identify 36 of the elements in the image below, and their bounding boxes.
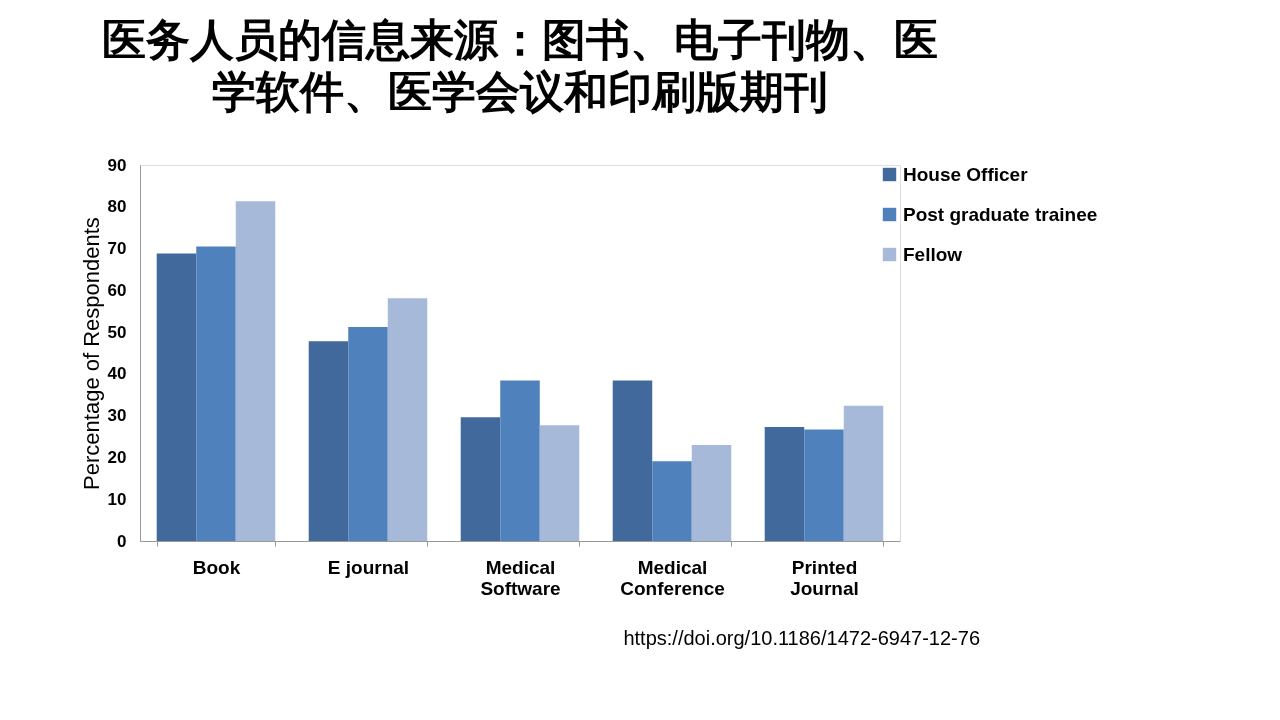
y-tick-label: 20 — [107, 447, 127, 467]
x-tick-label: Printed Journal — [790, 556, 859, 599]
y-tick-label: 50 — [107, 322, 127, 342]
bar — [652, 461, 692, 541]
text: https://doi.org/10.1186/1472-6947-12-76 — [623, 627, 980, 649]
bar — [308, 341, 349, 541]
y-tick-label: 60 — [107, 280, 127, 300]
bar — [843, 405, 884, 541]
y-tick-label: 30 — [107, 406, 127, 426]
bar — [500, 380, 540, 541]
chart-title: 医务人员的信息来源：图书、电子刊物、医学软件、医学会议和印刷版期刊 — [102, 15, 938, 116]
y-tick-label: 0 — [117, 531, 127, 551]
y-tick-label: 10 — [107, 489, 127, 509]
bar — [387, 298, 428, 541]
bar — [235, 201, 276, 541]
y-tick-label: 80 — [107, 197, 127, 217]
bar — [804, 429, 844, 541]
bar — [612, 380, 653, 541]
bar — [539, 425, 580, 541]
x-tick-label: Medical Software — [480, 556, 561, 599]
y-tick-label: 90 — [107, 155, 127, 175]
legend-label: Post graduate trainee — [903, 203, 1098, 225]
legend-label: Fellow — [903, 243, 963, 265]
bar — [348, 327, 388, 541]
bar — [764, 426, 805, 541]
bar — [691, 444, 732, 541]
legend-label: House Officer — [903, 163, 1029, 185]
y-tick-label: 70 — [107, 239, 127, 259]
bar — [460, 417, 501, 541]
x-tick-label: Book — [192, 556, 241, 578]
bar — [156, 253, 197, 541]
x-tick-label: E journal — [327, 556, 410, 578]
y-tick-label: 40 — [107, 364, 127, 384]
x-tick-label: Medical Conference — [620, 556, 725, 599]
bar — [196, 246, 236, 541]
y-axis-title: Percentage of Respondents — [78, 217, 104, 490]
